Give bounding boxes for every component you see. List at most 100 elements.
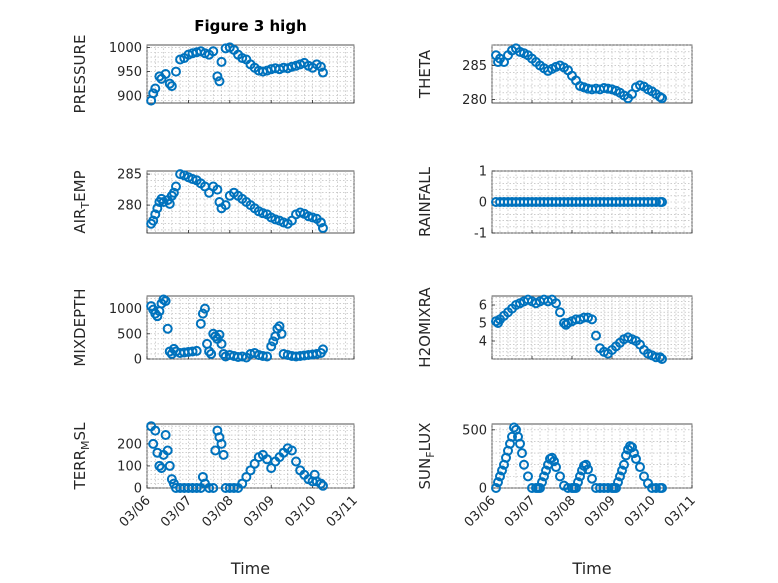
subplot-air_temp: 280 285 AIRTEMP — [71, 168, 355, 234]
air_temp-data-point — [168, 187, 179, 198]
terr_msl-data-point — [208, 483, 219, 493]
terr_msl-ytick-label: 200 — [117, 437, 142, 452]
terr_msl-ytick-label: 0 — [134, 482, 142, 497]
sun_flux-data-point — [617, 465, 627, 476]
terr_msl-data-point — [291, 456, 302, 467]
air_temp-data-point — [150, 209, 161, 220]
subplot-theta: 280 285 THETA — [416, 43, 693, 108]
sun_flux-data-point — [571, 483, 581, 493]
sun_flux-data-point — [497, 465, 507, 476]
air_temp-data-point — [315, 217, 326, 228]
terr_msl-data-point — [315, 478, 326, 489]
sun_flux-data-point — [611, 483, 621, 493]
h2omixra-data-point — [551, 298, 561, 309]
terr_msl-data-point — [160, 430, 171, 441]
sun_flux-data-point — [515, 438, 525, 449]
terr_msl-ytick-label: 100 — [117, 459, 142, 474]
pressure-data-point — [216, 56, 227, 67]
terr_msl-xtick-label: 03/06 — [117, 493, 154, 530]
mixdepth-data-point — [191, 345, 202, 356]
subplot-h2omixra: 4 5 6 H2OMIXRA — [416, 287, 693, 368]
terr_msl-data-point — [216, 438, 227, 449]
mixdepth-data-point — [187, 346, 198, 357]
pressure-data-point — [315, 61, 326, 72]
h2omixra-data-point — [657, 354, 667, 364]
pressure-data-point — [317, 67, 328, 78]
pressure-data-point — [164, 78, 175, 89]
h2omixra-data-point — [655, 352, 665, 363]
h2omixra-ylabel: H2OMIXRA — [416, 287, 434, 368]
h2omixra-ytick-label: 6 — [479, 299, 487, 314]
pressure-ytick-label: 900 — [117, 89, 142, 104]
rainfall-data-point — [657, 197, 667, 207]
terr_msl-data-point — [150, 425, 161, 436]
sun_flux-data-point — [495, 471, 505, 482]
sun_flux-data-point — [635, 462, 645, 473]
sun_flux-xtick-label: 03/08 — [542, 493, 579, 530]
terr_msl-xtick-label: 03/11 — [324, 493, 361, 530]
pressure-data-point — [214, 76, 225, 87]
pressure-ytick-label: 1000 — [109, 41, 142, 56]
h2omixra-data-point — [591, 330, 601, 341]
mixdepth-ylabel: MIXDEPTH — [71, 288, 89, 366]
sun_flux-data-point — [629, 448, 639, 459]
pressure-data-point — [166, 81, 177, 92]
theta-ylabel: THETA — [416, 49, 434, 99]
h2omixra-data-point — [651, 352, 661, 363]
sun_flux-xtick-label: 03/11 — [662, 493, 699, 530]
sun_flux-xtick-label: 03/06 — [462, 493, 499, 530]
terr_msl-xtick-label: 03/09 — [241, 493, 278, 530]
sun_flux-data-point — [539, 471, 549, 482]
rainfall-ytick-label: 1 — [479, 165, 487, 180]
terr_msl-data-point — [317, 480, 328, 491]
theta-ytick-label: 285 — [462, 59, 487, 74]
sun_flux-xlabel: Time — [571, 559, 611, 578]
air_temp-ytick-label: 280 — [117, 199, 142, 214]
air_temp-data-point — [148, 215, 159, 226]
mixdepth-data-point — [216, 338, 227, 349]
sun_flux-axes-frame — [491, 423, 693, 489]
pressure-data-point — [150, 83, 161, 94]
sun_flux-data-point — [619, 459, 629, 470]
terr_msl-xtick-label: 03/08 — [200, 493, 237, 530]
terr_msl-xlabel: Time — [230, 559, 270, 578]
sun_flux-data-point — [541, 465, 551, 476]
sun_flux-data-point — [573, 477, 583, 488]
sun_flux-data-point — [549, 456, 559, 467]
sun_flux-data-point — [509, 422, 519, 433]
terr_msl-data-point — [210, 445, 221, 456]
terr_msl-ylabel: TERRMSL — [71, 422, 92, 491]
mixdepth-data-point — [311, 348, 322, 359]
mixdepth-data-point — [214, 329, 225, 340]
sun_flux-xtick-label: 03/10 — [622, 493, 659, 530]
mixdepth-ytick-label: 0 — [134, 353, 142, 368]
terr_msl-data-point — [154, 460, 165, 471]
subplot-rainfall: -1 0 1 RAINFALL — [416, 165, 693, 242]
theta-ytick-label: 280 — [462, 93, 487, 108]
mixdepth-data-point — [257, 350, 268, 361]
pressure-data-point — [208, 46, 219, 57]
air_temp-data-point — [220, 200, 231, 211]
h2omixra-data-point — [555, 307, 565, 318]
h2omixra-ytick-label: 5 — [479, 317, 487, 332]
mixdepth-data-point — [262, 351, 273, 362]
terr_msl-data-point — [148, 438, 159, 449]
terr_msl-data-point — [191, 483, 202, 493]
mixdepth-data-point — [266, 341, 277, 352]
terr_msl-data-point — [228, 483, 239, 493]
h2omixra-data-point — [587, 314, 597, 325]
rainfall-data-point — [651, 197, 661, 207]
terr_msl-data-point — [218, 449, 229, 460]
mixdepth-data-point — [276, 328, 287, 339]
sun_flux-data-point — [523, 471, 533, 482]
mixdepth-ytick-label: 500 — [117, 327, 142, 342]
pressure-ytick-label: 950 — [117, 65, 142, 80]
pressure-data-point — [148, 88, 159, 99]
terr_msl-data-point — [152, 447, 163, 458]
sun_flux-data-point — [615, 471, 625, 482]
sun_flux-data-point — [657, 483, 667, 493]
sun_flux-data-point — [537, 477, 547, 488]
air_temp-data-point — [212, 184, 223, 195]
mixdepth-data-point — [317, 344, 328, 355]
terr_msl-xtick-label: 03/10 — [282, 493, 319, 530]
